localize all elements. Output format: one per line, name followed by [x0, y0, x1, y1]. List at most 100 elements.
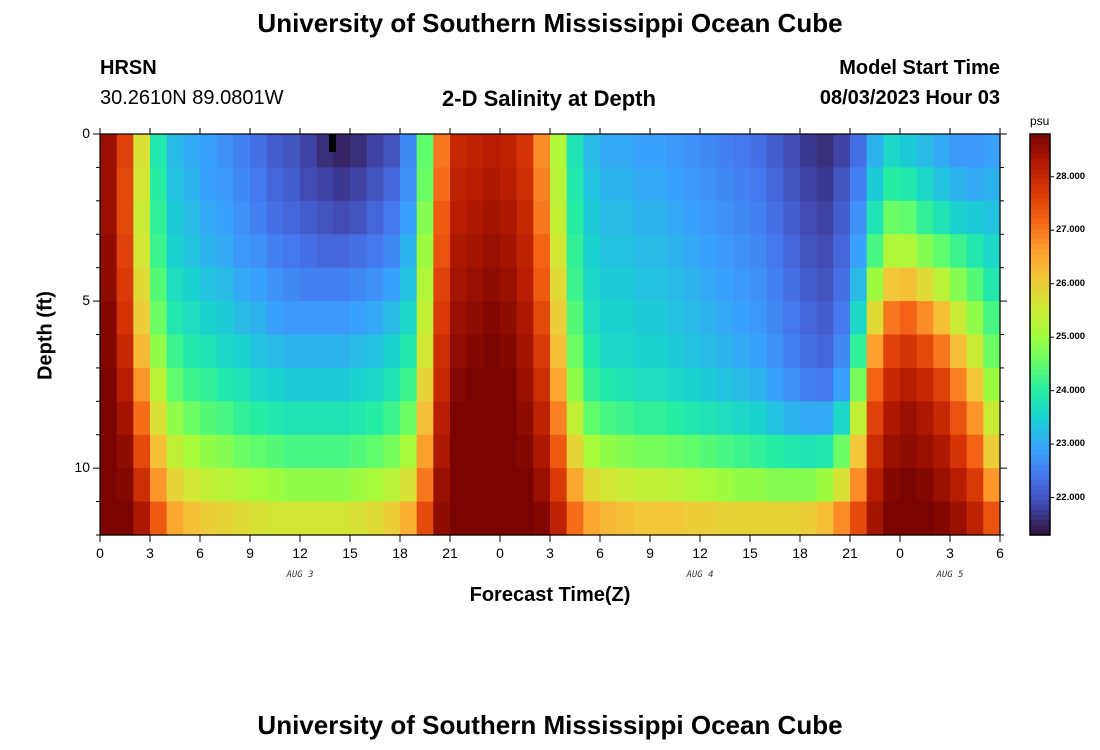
heatmap-cell [216, 167, 234, 202]
heatmap-cell [766, 434, 784, 469]
heatmap-cell [350, 434, 368, 469]
heatmap-cell [333, 468, 351, 503]
heatmap-cell [516, 200, 534, 235]
heatmap-cell [983, 267, 1001, 302]
heatmap-cell [883, 234, 901, 269]
heatmap-cell [116, 200, 134, 235]
heatmap-cell [550, 401, 568, 436]
heatmap-cell [250, 267, 268, 302]
colorbar-segment [1030, 144, 1050, 150]
heatmap-cell [683, 134, 701, 169]
heatmap-cell [733, 134, 751, 169]
heatmap-cell [166, 200, 184, 235]
colorbar-segment [1030, 354, 1050, 361]
heatmap-cell [650, 267, 668, 302]
colorbar-segment [1030, 439, 1050, 446]
heatmap-cell [466, 401, 484, 436]
colorbar-segment [1030, 134, 1050, 140]
heatmap-cell [483, 301, 501, 336]
colorbar-label: 28.000 [1056, 170, 1086, 182]
heatmap-cell [783, 167, 801, 202]
heatmap-cell [633, 468, 651, 503]
heatmap-cell [216, 134, 234, 169]
heatmap-cell [683, 401, 701, 436]
heatmap-cell [100, 401, 118, 436]
colorbar-segment [1030, 379, 1050, 386]
heatmap-cell [466, 234, 484, 269]
x-tick-label: 21 [842, 545, 858, 561]
heatmap-cell [783, 434, 801, 469]
heatmap-cell [700, 401, 718, 436]
heatmap-cell [166, 367, 184, 402]
heatmap-cell [950, 401, 968, 436]
heatmap-cell [600, 434, 618, 469]
heatmap-cell [350, 267, 368, 302]
heatmap-cell [283, 501, 301, 536]
heatmap-cell [550, 468, 568, 503]
heatmap-cell [650, 301, 668, 336]
heatmap-cell [666, 301, 684, 336]
heatmap-cell [883, 200, 901, 235]
heatmap-cell [916, 367, 934, 402]
colorbar-segment [1030, 199, 1050, 205]
colorbar-segment [1030, 294, 1050, 301]
heatmap-cell [833, 401, 851, 436]
heatmap-cell [716, 401, 734, 436]
heatmap-cell [216, 367, 234, 402]
colorbar-segment [1030, 424, 1050, 431]
heatmap-cell [883, 267, 901, 302]
x-tick-label: 15 [342, 545, 358, 561]
heatmap-cell [333, 301, 351, 336]
heatmap-cell [733, 401, 751, 436]
heatmap-cell [616, 468, 634, 503]
heatmap-cell [600, 468, 618, 503]
heatmap-cell [533, 401, 551, 436]
heatmap-cell [633, 434, 651, 469]
heatmap-cell [983, 334, 1001, 369]
heatmap-cell [700, 234, 718, 269]
x-tick-label: 6 [196, 545, 204, 561]
colorbar-segment [1030, 469, 1050, 476]
heatmap-cell [850, 401, 868, 436]
heatmap-cell [316, 501, 334, 536]
heatmap-cell [583, 200, 601, 235]
heatmap-cell [300, 301, 318, 336]
heatmap-cell [350, 501, 368, 536]
heatmap-cell [966, 301, 984, 336]
heatmap-cell [600, 334, 618, 369]
colorbar-segment [1030, 174, 1050, 180]
heatmap-cell [816, 167, 834, 202]
colorbar-segment [1030, 304, 1050, 311]
colorbar-segment [1030, 314, 1050, 321]
heatmap-cell [616, 167, 634, 202]
heatmap-cell [583, 367, 601, 402]
heatmap-cell [183, 468, 201, 503]
colorbar-segment [1030, 444, 1050, 451]
heatmap-cell [200, 401, 218, 436]
heatmap-cell [800, 301, 818, 336]
heatmap-cell [533, 434, 551, 469]
heatmap-cell [200, 167, 218, 202]
colorbar-segment [1030, 179, 1050, 185]
heatmap-cell [783, 234, 801, 269]
colorbar-segment [1030, 259, 1050, 265]
heatmap-cell [166, 301, 184, 336]
colorbar-segment [1030, 344, 1050, 351]
heatmap-cell [816, 234, 834, 269]
heatmap-cell [833, 134, 851, 169]
heatmap-cell [650, 434, 668, 469]
heatmap-cell [466, 167, 484, 202]
heatmap-cell [483, 267, 501, 302]
heatmap-cell [116, 234, 134, 269]
colorbar-segment [1030, 299, 1050, 306]
heatmap-cell [633, 267, 651, 302]
axis-ticks [93, 128, 1007, 542]
heatmap-cell [933, 234, 951, 269]
heatmap-cell [500, 334, 518, 369]
colorbar-segment [1030, 364, 1050, 371]
heatmap-cell [950, 200, 968, 235]
heatmap-cell [683, 200, 701, 235]
heatmap-cell [916, 167, 934, 202]
heatmap-cell [666, 134, 684, 169]
heatmap-cell [266, 501, 284, 536]
